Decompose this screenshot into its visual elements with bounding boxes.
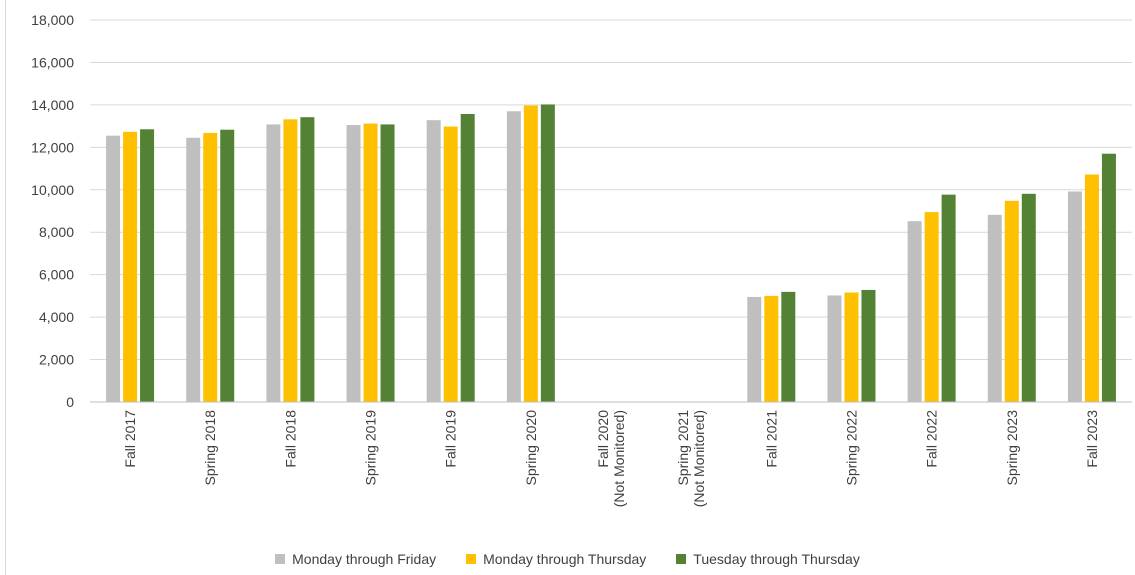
y-tick-label: 10,000 [31,182,74,198]
bar [443,126,458,402]
y-axis-ticks: 0 2,000 4,000 6,000 8,000 10,000 12,000 14,000 1… [31,12,74,410]
legend-label: Monday through Friday [292,551,437,567]
x-tick-label: (Not Monitored) [691,410,707,507]
y-tick-label: 12,000 [31,139,74,155]
y-tick-label: 0 [66,394,74,410]
y-tick-label: 16,000 [31,54,74,70]
x-tick-label: Spring 2021 [675,410,691,486]
y-tick-label: 2,000 [39,352,74,368]
y-tick-label: 6,000 [39,267,74,283]
bar [203,132,218,402]
bar [186,137,201,403]
legend-label: Tuesday through Thursday [693,551,860,567]
x-tick-label: (Not Monitored) [611,410,627,507]
bar [266,124,281,402]
x-tick-label: Fall 2018 [282,410,298,468]
bar [426,120,441,403]
legend-swatch [676,554,687,564]
bar [924,212,939,402]
x-tick-label: Fall 2022 [924,410,940,468]
x-tick-label: Fall 2017 [122,410,138,468]
bar [460,114,475,403]
bar [987,214,1002,402]
bar [827,295,842,402]
bar [941,194,956,402]
y-tick-label: 8,000 [39,224,74,240]
legend-label: Monday through Thursday [483,551,647,567]
bar [220,129,235,403]
bars [106,104,1116,403]
legend: Monday through Friday Monday through Thur… [0,551,1135,567]
y-tick-label: 18,000 [31,12,74,28]
x-tick-label: Spring 2022 [843,410,859,486]
bar [523,105,538,402]
bar [764,295,779,402]
y-tick-label: 4,000 [39,309,74,325]
legend-swatch [466,554,477,564]
bar [1101,153,1116,402]
bar [844,292,859,402]
bar [1067,191,1082,402]
x-tick-label: Fall 2020 [595,410,611,468]
bar [861,289,876,402]
x-tick-label: Fall 2021 [763,410,779,468]
bar [907,221,922,402]
legend-item: Tuesday through Thursday [676,551,860,567]
bar [1004,200,1019,402]
bar [1084,174,1099,402]
bar [123,131,138,402]
bar [346,125,361,403]
bar [1021,193,1036,402]
x-tick-label: Spring 2019 [363,410,379,486]
gridlines [90,19,1132,361]
bar [506,111,521,402]
legend-swatch [275,554,286,564]
bar [781,291,796,402]
bar [140,129,155,403]
x-tick-label: Spring 2018 [202,410,218,486]
bar [283,119,298,402]
legend-item: Monday through Friday [275,551,436,567]
x-axis-ticks: Fall 2017 Spring 2018 Fall 2018 Spring 2019… [122,410,1100,507]
x-tick-label: Fall 2023 [1084,410,1100,468]
legend-item: Monday through Thursday [466,551,646,567]
x-tick-label: Fall 2019 [443,410,459,468]
frame-border [5,0,6,575]
bar [747,296,762,402]
x-tick-label: Spring 2020 [523,410,539,486]
bar [540,104,555,402]
y-tick-label: 14,000 [31,97,74,113]
bar [380,124,395,402]
bar [300,117,315,402]
x-tick-label: Spring 2023 [1004,410,1020,486]
bar [363,123,378,402]
bar [106,135,121,402]
